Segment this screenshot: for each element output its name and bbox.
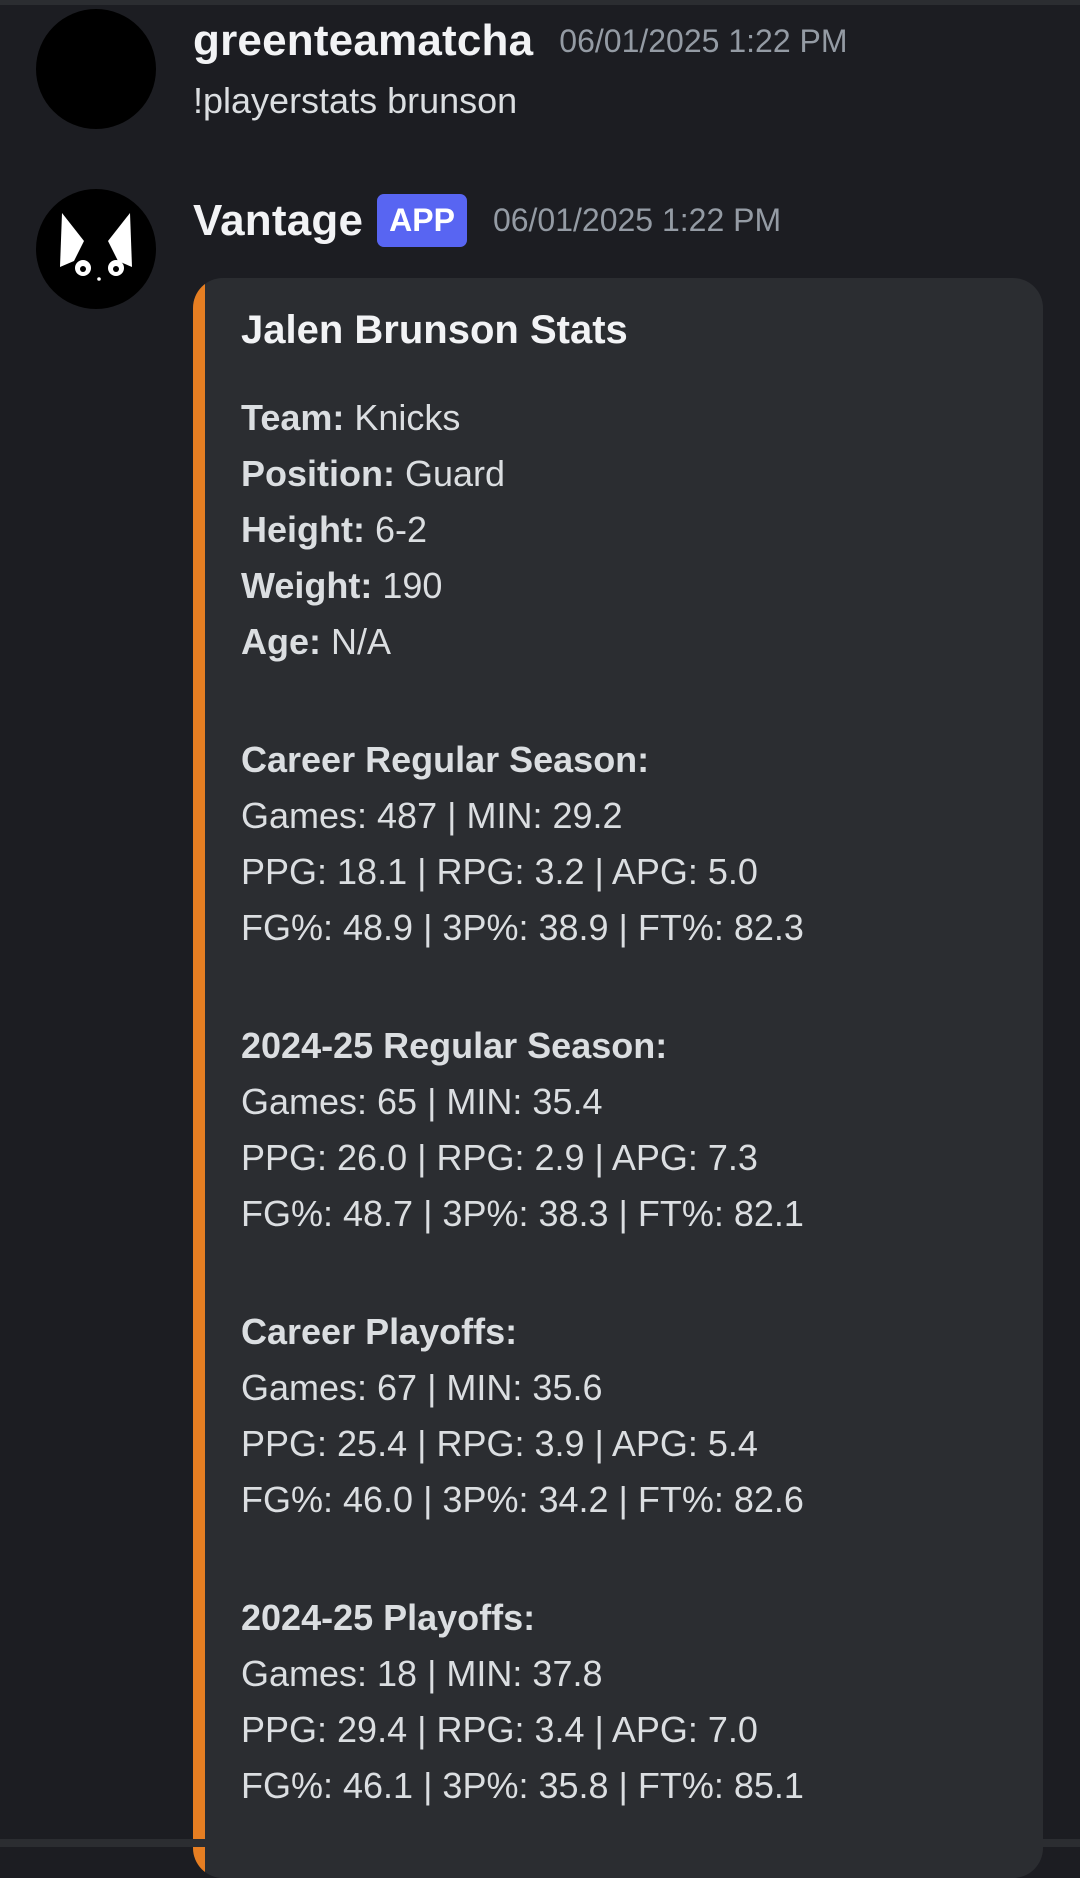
user-avatar[interactable] [36,9,156,129]
player-bio: Team: Knicks Position: Guard Height: 6-2… [241,390,1021,670]
bottom-divider [0,1839,1080,1847]
message-content: !playerstats brunson [193,80,518,121]
stat-line: PPG: 29.4 | RPG: 3.4 | APG: 7.0 [241,1709,758,1750]
bio-height: Height: 6-2 [241,502,1021,558]
stat-line: FG%: 46.0 | 3P%: 34.2 | FT%: 82.6 [241,1479,804,1520]
section-title: 2024-25 Regular Season: [241,1025,668,1066]
bio-label: Position: [241,453,395,494]
section-2024-25-playoffs: 2024-25 Playoffs: Games: 18 | MIN: 37.8 … [241,1590,1021,1814]
bio-label: Height: [241,509,365,550]
section-career-regular-season: Career Regular Season: Games: 487 | MIN:… [241,732,1021,956]
stat-line: FG%: 46.1 | 3P%: 35.8 | FT%: 85.1 [241,1765,804,1806]
stat-line: PPG: 25.4 | RPG: 3.9 | APG: 5.4 [241,1423,758,1464]
section-title: Career Regular Season: [241,739,650,780]
section-2024-25-regular-season: 2024-25 Regular Season: Games: 65 | MIN:… [241,1018,1021,1242]
bio-label: Weight: [241,565,373,606]
stat-line: FG%: 48.7 | 3P%: 38.3 | FT%: 82.1 [241,1193,804,1234]
top-divider [0,0,1080,5]
bio-value: Guard [405,453,506,494]
timestamp: 06/01/2025 1:22 PM [492,202,782,238]
bio-value: 190 [382,565,443,606]
message-header: greenteamatcha 06/01/2025 1:22 PM [193,16,848,66]
bio-label: Age: [241,621,321,662]
embed-accent-bar [193,278,205,1878]
bio-weight: Weight: 190 [241,558,1021,614]
bio-age: Age: N/A [241,614,1021,670]
timestamp: 06/01/2025 1:22 PM [559,22,848,59]
stat-line: PPG: 26.0 | RPG: 2.9 | APG: 7.3 [241,1137,758,1178]
stat-line: Games: 67 | MIN: 35.6 [241,1367,603,1408]
username[interactable]: greenteamatcha [193,16,534,65]
section-career-playoffs: Career Playoffs: Games: 67 | MIN: 35.6 P… [241,1304,1021,1528]
embed-body: Team: Knicks Position: Guard Height: 6-2… [241,390,1021,1814]
stats-embed: Jalen Brunson Stats Team: Knicks Positio… [193,278,1043,1878]
app-badge: APP [377,194,467,247]
stat-line: Games: 65 | MIN: 35.4 [241,1081,603,1122]
bot-username[interactable]: Vantage [193,195,364,245]
section-title: Career Playoffs: [241,1311,518,1352]
stat-line: PPG: 18.1 | RPG: 3.2 | APG: 5.0 [241,851,758,892]
stat-line: FG%: 48.9 | 3P%: 38.9 | FT%: 82.3 [241,907,804,948]
cat-face-icon [60,213,132,281]
bot-avatar[interactable] [36,189,156,309]
bio-value: 6-2 [375,509,428,550]
bio-value: N/A [331,621,392,662]
bio-position: Position: Guard [241,446,1021,502]
bio-team: Team: Knicks [241,390,1021,446]
stat-line: Games: 18 | MIN: 37.8 [241,1653,603,1694]
message-header: Vantage APP 06/01/2025 1:22 PM [193,194,781,247]
stat-line: Games: 487 | MIN: 29.2 [241,795,623,836]
bio-label: Team: [241,397,345,438]
embed-title: Jalen Brunson Stats [241,308,628,352]
section-title: 2024-25 Playoffs: [241,1597,536,1638]
bio-value: Knicks [354,397,461,438]
